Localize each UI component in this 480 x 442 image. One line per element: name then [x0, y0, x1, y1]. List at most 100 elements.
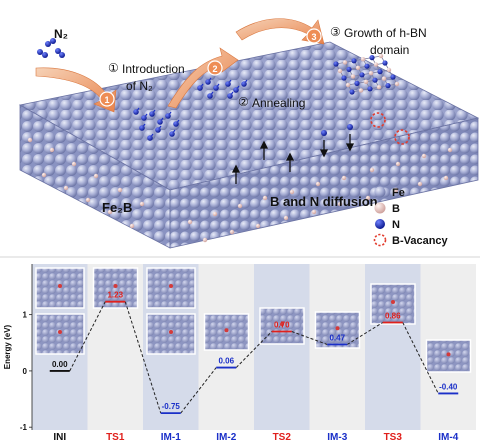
hbn-b-atom [355, 65, 361, 71]
step3-number: ③ [330, 25, 341, 39]
n-atom [147, 135, 153, 141]
step3-line2: domain [370, 43, 409, 57]
y-tick-label: -1 [20, 423, 28, 432]
n-atom [225, 81, 231, 87]
boron-atom [107, 209, 113, 215]
highlight-atom [113, 284, 118, 288]
energy-levels [49, 300, 459, 415]
svg-text:1: 1 [104, 95, 109, 105]
legend-n-label: N [392, 219, 400, 231]
boron-atoms [27, 137, 453, 243]
n-atom [133, 109, 139, 115]
hbn-n-atom [346, 66, 352, 72]
arrow-step-1 [35, 67, 117, 113]
step1-number: ① [108, 61, 119, 75]
energy-value-label: 0.47 [329, 333, 345, 342]
boron-atom [63, 185, 69, 191]
boron-atom [393, 187, 399, 193]
x-tick-label: IM-1 [161, 432, 181, 442]
n-atom [165, 113, 171, 119]
boron-atom [289, 189, 295, 195]
n-atom [197, 85, 203, 91]
highlight-atom [58, 284, 62, 288]
boron-atom [85, 197, 91, 203]
pathway-connector [346, 322, 384, 345]
highlight-atom [446, 352, 451, 357]
hbn-n-atom [333, 61, 339, 67]
boron-atom [443, 175, 449, 181]
legend-fe-swatch [374, 186, 386, 198]
hbn-b-atom [342, 60, 348, 65]
gas-label: N₂ [54, 27, 68, 41]
hbn-n-atom [341, 75, 347, 81]
boron-atom [369, 167, 375, 173]
highlight-atom [391, 300, 395, 304]
x-tick-label: TS2 [273, 432, 292, 442]
boron-atom [417, 181, 423, 187]
b-vacancy-2 [394, 129, 410, 145]
legend-n-swatch [375, 219, 385, 229]
svg-text:3: 3 [311, 32, 316, 42]
slab-right-face [169, 117, 479, 249]
highlight-atom [280, 322, 284, 327]
pathway-connector [402, 322, 439, 394]
boron-atom [187, 219, 193, 225]
step3-line1: Growth of h-BN [344, 26, 427, 40]
hbn-b-atom [350, 74, 356, 79]
adsorbed-n-atoms [133, 77, 248, 141]
arrow-badge-3: 3 [306, 28, 322, 44]
energy-value-label: 0.86 [385, 312, 401, 321]
boron-atom [129, 223, 135, 229]
structure-snapshots [35, 267, 472, 373]
legend-vacancy-label: B-Vacancy [392, 235, 449, 247]
x-tick-label: INI [53, 432, 66, 442]
hbn-n-atom [349, 89, 355, 95]
x-tick-label: TS3 [384, 432, 403, 442]
hbn-n-atom [364, 63, 370, 69]
pathway-connectors [69, 301, 439, 414]
hbn-n-atom [372, 77, 378, 83]
step1-line2: of N₂ [126, 79, 153, 93]
hbn-b-atom [378, 53, 384, 59]
legend-vacancy-swatch [373, 233, 387, 247]
legend-b-swatch [374, 202, 386, 214]
boron-atom [237, 203, 243, 209]
hbn-b-atom [360, 57, 366, 62]
n-atom [169, 131, 175, 137]
hbn-b-atom [381, 76, 387, 81]
hbn-n-atom [385, 83, 391, 89]
x-tick-label: TS1 [106, 432, 125, 442]
hbn-b-atom [345, 82, 351, 88]
n-atom [155, 127, 161, 133]
hbn-b-atom [358, 88, 364, 93]
n-atom [141, 115, 147, 121]
hbn-b-atom [386, 67, 392, 73]
y-tick-label: 1 [23, 311, 28, 320]
boron-atom [255, 223, 261, 229]
pathway-connector [291, 331, 328, 345]
arrow-badge-1: 1 [99, 91, 115, 107]
pathway-connector [235, 331, 273, 368]
n-atom [149, 111, 155, 117]
n-atom [157, 119, 163, 125]
pathway-connector [124, 301, 162, 414]
boron-atom [41, 172, 47, 178]
hbn-b-atom [394, 81, 400, 87]
boron-atom [202, 237, 208, 243]
hbn-n-atom [359, 72, 365, 78]
boron-atom [117, 187, 123, 193]
boron-atom [71, 161, 77, 167]
n-atom [205, 79, 211, 85]
energy-value-label: 1.23 [107, 291, 123, 300]
boron-atom [447, 147, 453, 153]
energy-value-label: -0.40 [439, 382, 458, 391]
step1-line1: Introduction [122, 62, 185, 76]
n-atom [213, 85, 219, 91]
boron-atom [49, 147, 55, 153]
boron-atom [421, 153, 427, 159]
energy-value-label: 0.06 [218, 357, 234, 366]
step2-number: ② [238, 95, 249, 109]
hbn-n-atom [382, 60, 388, 66]
hbn-b-atom [337, 68, 343, 74]
